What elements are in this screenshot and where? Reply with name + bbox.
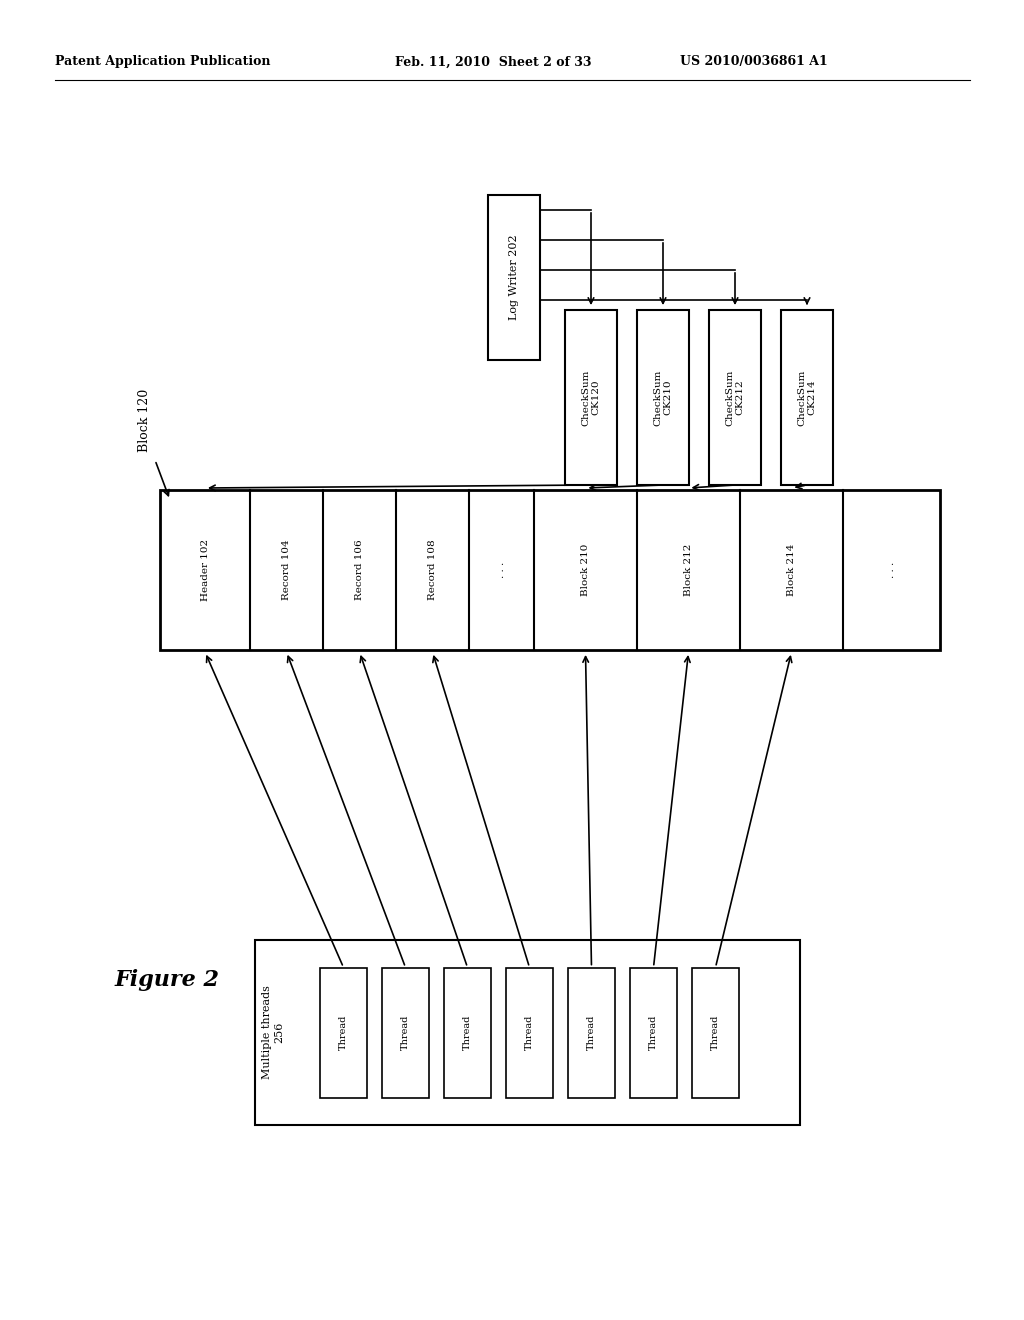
Text: Patent Application Publication: Patent Application Publication bbox=[55, 55, 270, 69]
Text: US 2010/0036861 A1: US 2010/0036861 A1 bbox=[680, 55, 827, 69]
Text: CheckSum
CK214: CheckSum CK214 bbox=[798, 370, 817, 425]
Bar bbox=[488, 195, 540, 360]
Text: Thread: Thread bbox=[525, 1015, 534, 1051]
Bar bbox=[568, 968, 615, 1097]
Bar bbox=[565, 310, 617, 484]
Bar bbox=[506, 968, 553, 1097]
Text: Thread: Thread bbox=[463, 1015, 472, 1051]
Text: Record 108: Record 108 bbox=[428, 540, 437, 601]
Text: Thread: Thread bbox=[649, 1015, 658, 1051]
Text: Block 120: Block 120 bbox=[138, 388, 152, 451]
Bar bbox=[709, 310, 761, 484]
Text: Record 106: Record 106 bbox=[355, 540, 364, 601]
Text: Record 104: Record 104 bbox=[282, 540, 291, 601]
Bar bbox=[255, 940, 800, 1125]
Bar bbox=[637, 310, 689, 484]
Text: Thread: Thread bbox=[587, 1015, 596, 1051]
Text: Multiple threads
256: Multiple threads 256 bbox=[262, 986, 284, 1080]
Bar bbox=[630, 968, 677, 1097]
Bar bbox=[382, 968, 429, 1097]
Text: . . .: . . . bbox=[887, 562, 896, 578]
Bar bbox=[781, 310, 833, 484]
Bar bbox=[319, 968, 367, 1097]
Text: . . .: . . . bbox=[497, 562, 506, 578]
Text: Log Writer 202: Log Writer 202 bbox=[509, 235, 519, 321]
Bar bbox=[692, 968, 739, 1097]
Text: Thread: Thread bbox=[711, 1015, 720, 1051]
Text: Thread: Thread bbox=[339, 1015, 348, 1051]
Bar bbox=[160, 490, 940, 649]
Text: Block 210: Block 210 bbox=[581, 544, 590, 597]
Text: Feb. 11, 2010  Sheet 2 of 33: Feb. 11, 2010 Sheet 2 of 33 bbox=[395, 55, 592, 69]
Text: CheckSum
CK210: CheckSum CK210 bbox=[653, 370, 673, 425]
Text: CheckSum
CK120: CheckSum CK120 bbox=[582, 370, 601, 425]
Text: CheckSum
CK212: CheckSum CK212 bbox=[725, 370, 744, 425]
Text: Header 102: Header 102 bbox=[201, 539, 210, 601]
Text: Block 214: Block 214 bbox=[787, 544, 796, 597]
Bar bbox=[444, 968, 490, 1097]
Text: Block 212: Block 212 bbox=[684, 544, 693, 597]
Text: Figure 2: Figure 2 bbox=[115, 969, 220, 991]
Text: Thread: Thread bbox=[401, 1015, 410, 1051]
